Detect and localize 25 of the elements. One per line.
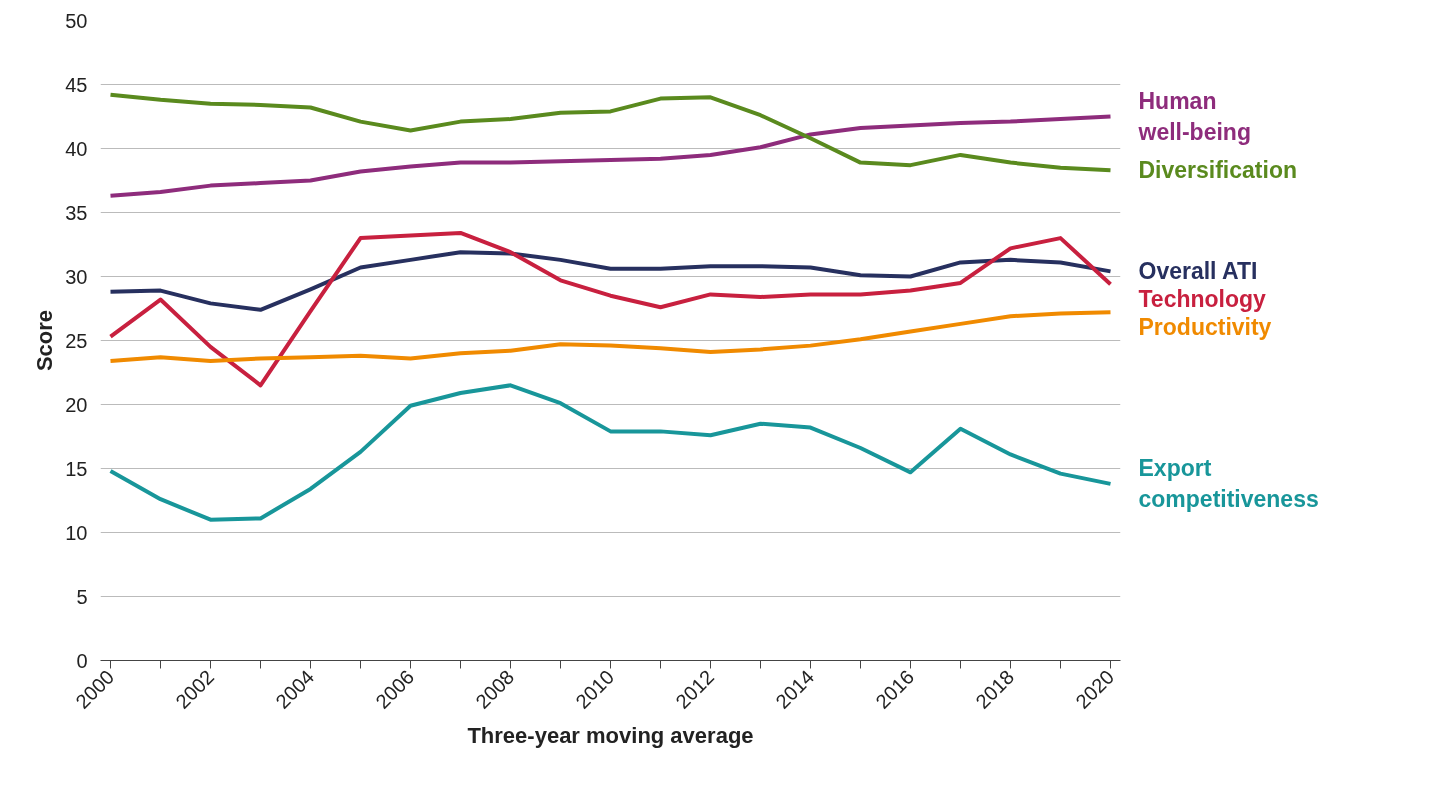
series-label: Technology <box>1138 286 1267 313</box>
y-tick-label: 5 <box>76 585 88 608</box>
y-tick-label: 40 <box>65 137 88 160</box>
series-label: Productivity <box>1138 314 1272 341</box>
y-tick-label: 50 <box>65 9 88 32</box>
y-tick-label: 20 <box>65 393 88 416</box>
series-label: Diversification <box>1138 157 1297 184</box>
line-series <box>108 250 1113 312</box>
series-label: Overall ATI <box>1138 258 1258 285</box>
y-tick-label: 35 <box>65 201 88 224</box>
y-tick-label: 10 <box>65 521 88 544</box>
x-axis-title: Three-year moving average <box>467 722 754 748</box>
y-tick-label: 0 <box>76 649 88 672</box>
line-series <box>108 310 1113 363</box>
y-axis-title: Score <box>32 309 58 372</box>
series-label: Human well-being <box>1137 87 1251 146</box>
y-tick-label: 15 <box>65 457 88 480</box>
line-series <box>108 114 1113 198</box>
series-label: Export competitiveness <box>1138 455 1319 513</box>
y-tick-label: 25 <box>65 329 88 352</box>
y-tick-label: 45 <box>65 73 88 96</box>
line-series <box>108 383 1113 522</box>
line-series <box>108 230 1113 388</box>
y-tick-label: 30 <box>65 265 88 288</box>
line-series <box>108 92 1113 173</box>
